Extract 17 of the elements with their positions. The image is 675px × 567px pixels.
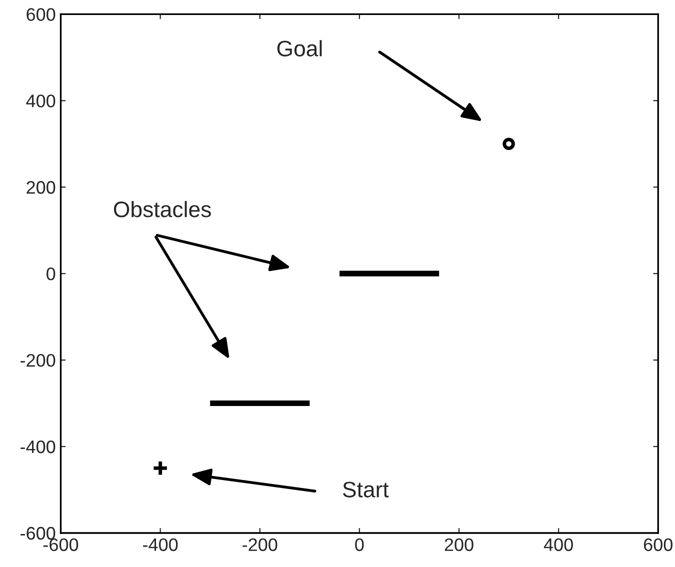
annotation: Goal <box>277 40 322 56</box>
x-tick-label: 0 <box>355 538 364 552</box>
y-tick-label: -400 <box>20 440 56 454</box>
annotation: Obstacles <box>114 200 211 218</box>
y-tick-label: 0 <box>46 268 56 280</box>
y-tick-label: 400 <box>26 94 56 108</box>
annotation: Start <box>342 482 389 498</box>
y-tick-label: -200 <box>20 354 56 367</box>
x-tick-label: -200 <box>242 538 278 552</box>
y-tick-label: 200 <box>26 181 56 194</box>
x-tick-label: -400 <box>143 538 178 552</box>
y-tick-label: -600 <box>20 526 56 540</box>
x-tick-label: 600 <box>644 538 672 552</box>
x-tick-label: 400 <box>544 538 573 552</box>
x-tick-label: -600 <box>43 538 78 552</box>
x-tick-label: 200 <box>444 538 474 552</box>
y-tick-label: 600 <box>26 8 56 21</box>
